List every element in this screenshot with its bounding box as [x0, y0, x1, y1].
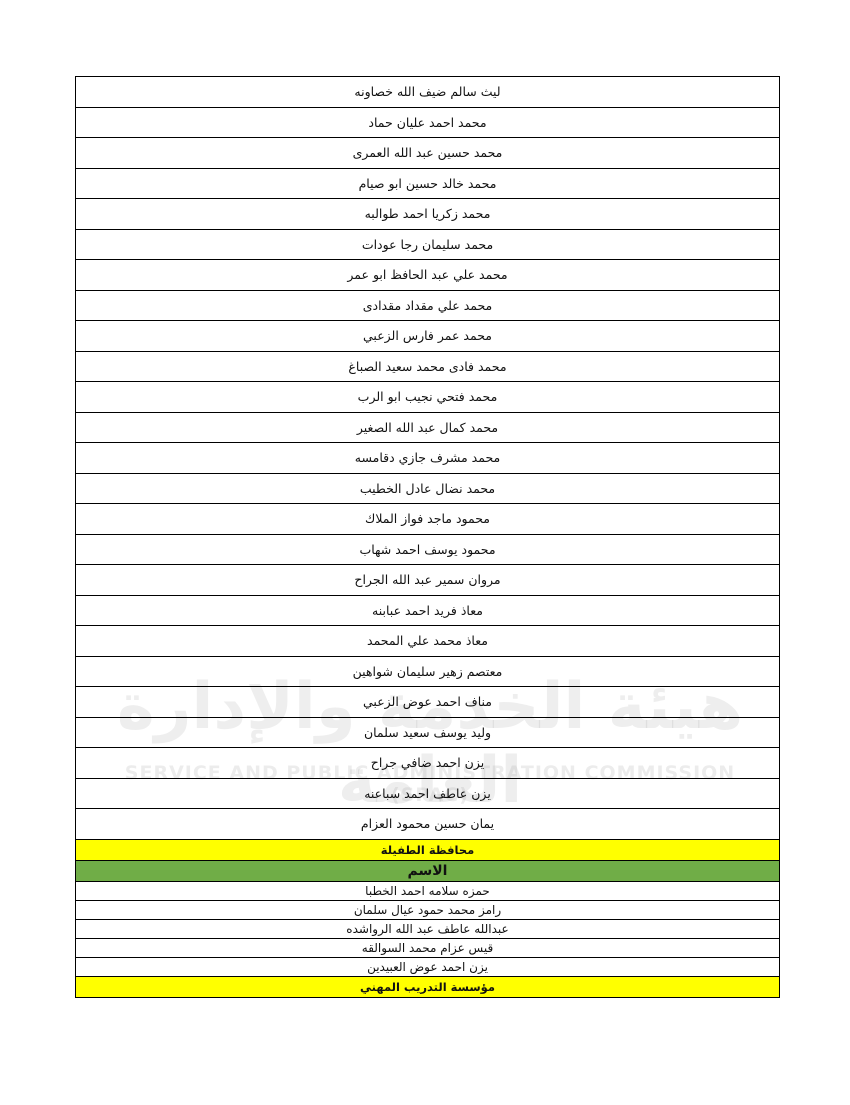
table-row: ليث سالم ضيف الله خصاونه [75, 76, 780, 108]
table-row-cell: وليد يوسف سعيد سلمان [75, 716, 780, 748]
table-row-cell: محمد مشرف جازي دقامسه [75, 442, 780, 474]
table-row: محمد خالد حسين ابو صيام [75, 167, 780, 199]
names-table: ليث سالم ضيف الله خصاونه محمد احمد عليان … [75, 76, 780, 998]
table-row-cell: معاذ فريد احمد عبابنه [75, 594, 780, 626]
table-row: محمود يوسف احمد شهاب [75, 533, 780, 565]
table-row-cell: مروان سمير عبد الله الجراح [75, 564, 780, 596]
table-row: قيس عزام محمد السوالقه [75, 937, 780, 958]
table-row: رامز محمد حمود عيال سلمان [75, 899, 780, 920]
table-row: محمد كمال عبد الله الصغير [75, 411, 780, 443]
table-row-cell: محمد علي عبد الحافظ ابو عمر [75, 259, 780, 291]
table-row-cell: يمان حسين محمود العزام [75, 808, 780, 840]
table-row-cell: محمود يوسف احمد شهاب [75, 533, 780, 565]
table-row-cell: محمد كمال عبد الله الصغير [75, 411, 780, 443]
table-row: محمد فادى محمد سعيد الصباغ [75, 350, 780, 382]
table-row: محمد سليمان رجا عودات [75, 228, 780, 260]
table-row-cell: محمد حسين عبد الله العمرى [75, 137, 780, 169]
table-row: معتصم زهير سليمان شواهين [75, 655, 780, 687]
table-row-cell: ليث سالم ضيف الله خصاونه [75, 76, 780, 108]
table-row: يزن احمد ضافي جراح [75, 747, 780, 779]
table-row: وليد يوسف سعيد سلمان [75, 716, 780, 748]
section-title-vocational-cell: مؤسسة التدريب المهني [75, 975, 780, 998]
table-row-cell: محمد علي مقداد مقدادى [75, 289, 780, 321]
table-row-cell: محمد سليمان رجا عودات [75, 228, 780, 260]
table-row-cell: معتصم زهير سليمان شواهين [75, 655, 780, 687]
column-header-name-cell: الاسم [75, 859, 780, 882]
table-row-cell: قيس عزام محمد السوالقه [75, 937, 780, 958]
table-row: محمد نضال عادل الخطيب [75, 472, 780, 504]
column-header-name: الاسم [75, 859, 780, 882]
table-row-cell: يزن احمد عوض العبيدين [75, 956, 780, 977]
table-row-cell: محمد نضال عادل الخطيب [75, 472, 780, 504]
table-row: محمد احمد عليان حماد [75, 106, 780, 138]
table-row: محمد عمر فارس الزعبي [75, 320, 780, 352]
table-row-cell: حمزه سلامه احمد الخطبا [75, 880, 780, 901]
table-row-cell: مناف احمد عوض الزعبي [75, 686, 780, 718]
table-row: معاذ فريد احمد عبابنه [75, 594, 780, 626]
table-row: محمد زكريا احمد طوالبه [75, 198, 780, 230]
section-title-tafila-cell: محافظة الطفيلة [75, 838, 780, 861]
section-title-tafila: محافظة الطفيلة [75, 838, 780, 861]
table-row: محمد فتحي نجيب ابو الرب [75, 381, 780, 413]
table-row: يزن احمد عوض العبيدين [75, 956, 780, 977]
table-row: مناف احمد عوض الزعبي [75, 686, 780, 718]
table-row: محمود ماجد فواز الملاك [75, 503, 780, 535]
section-title-vocational: مؤسسة التدريب المهني [75, 975, 780, 998]
table-row: معاذ محمد علي المحمد [75, 625, 780, 657]
table-row-cell: محمد خالد حسين ابو صيام [75, 167, 780, 199]
table-row: يمان حسين محمود العزام [75, 808, 780, 840]
table-row-cell: معاذ محمد علي المحمد [75, 625, 780, 657]
table-row-cell: محمود ماجد فواز الملاك [75, 503, 780, 535]
table-row-cell: محمد فتحي نجيب ابو الرب [75, 381, 780, 413]
table-row-cell: رامز محمد حمود عيال سلمان [75, 899, 780, 920]
table-row: محمد علي مقداد مقدادى [75, 289, 780, 321]
table-row: عبدالله عاطف عبد الله الرواشده [75, 918, 780, 939]
table-row-cell: محمد زكريا احمد طوالبه [75, 198, 780, 230]
table-row: محمد حسين عبد الله العمرى [75, 137, 780, 169]
table-row-cell: يزن احمد ضافي جراح [75, 747, 780, 779]
table-row-cell: محمد عمر فارس الزعبي [75, 320, 780, 352]
table-row: محمد علي عبد الحافظ ابو عمر [75, 259, 780, 291]
table-row: يزن عاطف احمد سباعنه [75, 777, 780, 809]
table-row: محمد مشرف جازي دقامسه [75, 442, 780, 474]
table-row-cell: محمد فادى محمد سعيد الصباغ [75, 350, 780, 382]
table-row-cell: عبدالله عاطف عبد الله الرواشده [75, 918, 780, 939]
table-row-cell: محمد احمد عليان حماد [75, 106, 780, 138]
table-row: حمزه سلامه احمد الخطبا [75, 880, 780, 901]
table-row: مروان سمير عبد الله الجراح [75, 564, 780, 596]
table-row-cell: يزن عاطف احمد سباعنه [75, 777, 780, 809]
